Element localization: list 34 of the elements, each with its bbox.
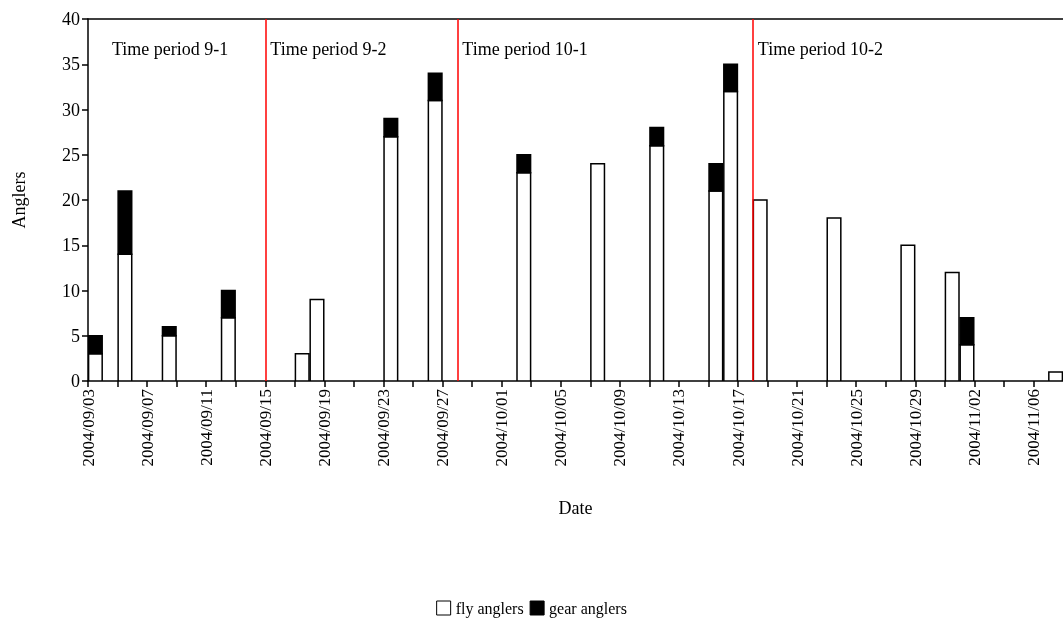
y-tick-label: 0 — [71, 371, 80, 391]
legend-label: fly anglers — [455, 599, 524, 618]
x-tick-label: 2004/09/15 — [255, 389, 275, 467]
x-tick-label: 2004/09/11 — [196, 389, 216, 466]
y-axis-title: Anglers — [9, 171, 29, 229]
legend-label: gear anglers — [549, 599, 627, 618]
y-tick-label: 40 — [62, 9, 80, 29]
x-tick-label: 2004/09/03 — [78, 389, 98, 467]
annotation: Time period 9-2 — [270, 39, 387, 59]
annotation: Time period 10-2 — [757, 39, 884, 59]
x-tick-label: 2004/10/29 — [905, 389, 925, 467]
x-axis-title: Date — [558, 498, 593, 518]
y-tick-label: 5 — [71, 325, 80, 346]
x-tick-label: 2004/09/27 — [433, 388, 453, 467]
y-tick-label: 25 — [62, 144, 80, 165]
x-tick-label: 2004/10/25 — [846, 389, 866, 467]
annotation: Time period 10-1 — [462, 39, 588, 59]
y-tick-label: 35 — [62, 54, 80, 75]
y-tick-label: 20 — [62, 190, 80, 210]
x-tick-label: 2004/10/01 — [492, 389, 512, 467]
x-tick-label: 2004/11/02 — [964, 389, 984, 466]
annotation: Time period 9-1 — [112, 39, 229, 59]
x-tick-label: 2004/09/07 — [137, 388, 157, 467]
x-tick-label: 2004/10/21 — [787, 389, 807, 467]
x-tick-label: 2004/09/23 — [373, 389, 393, 467]
x-tick-label: 2004/10/17 — [728, 388, 748, 467]
x-tick-label: 2004/10/13 — [669, 389, 689, 467]
x-tick-label: 2004/09/19 — [314, 389, 334, 467]
x-tick-label: 2004/10/09 — [610, 389, 630, 467]
x-tick-label: 2004/10/05 — [551, 389, 571, 467]
y-tick-label: 10 — [62, 280, 80, 301]
y-tick-label: 30 — [62, 99, 80, 120]
y-tick-label: 15 — [62, 235, 80, 256]
x-tick-label: 2004/11/06 — [1023, 389, 1043, 466]
